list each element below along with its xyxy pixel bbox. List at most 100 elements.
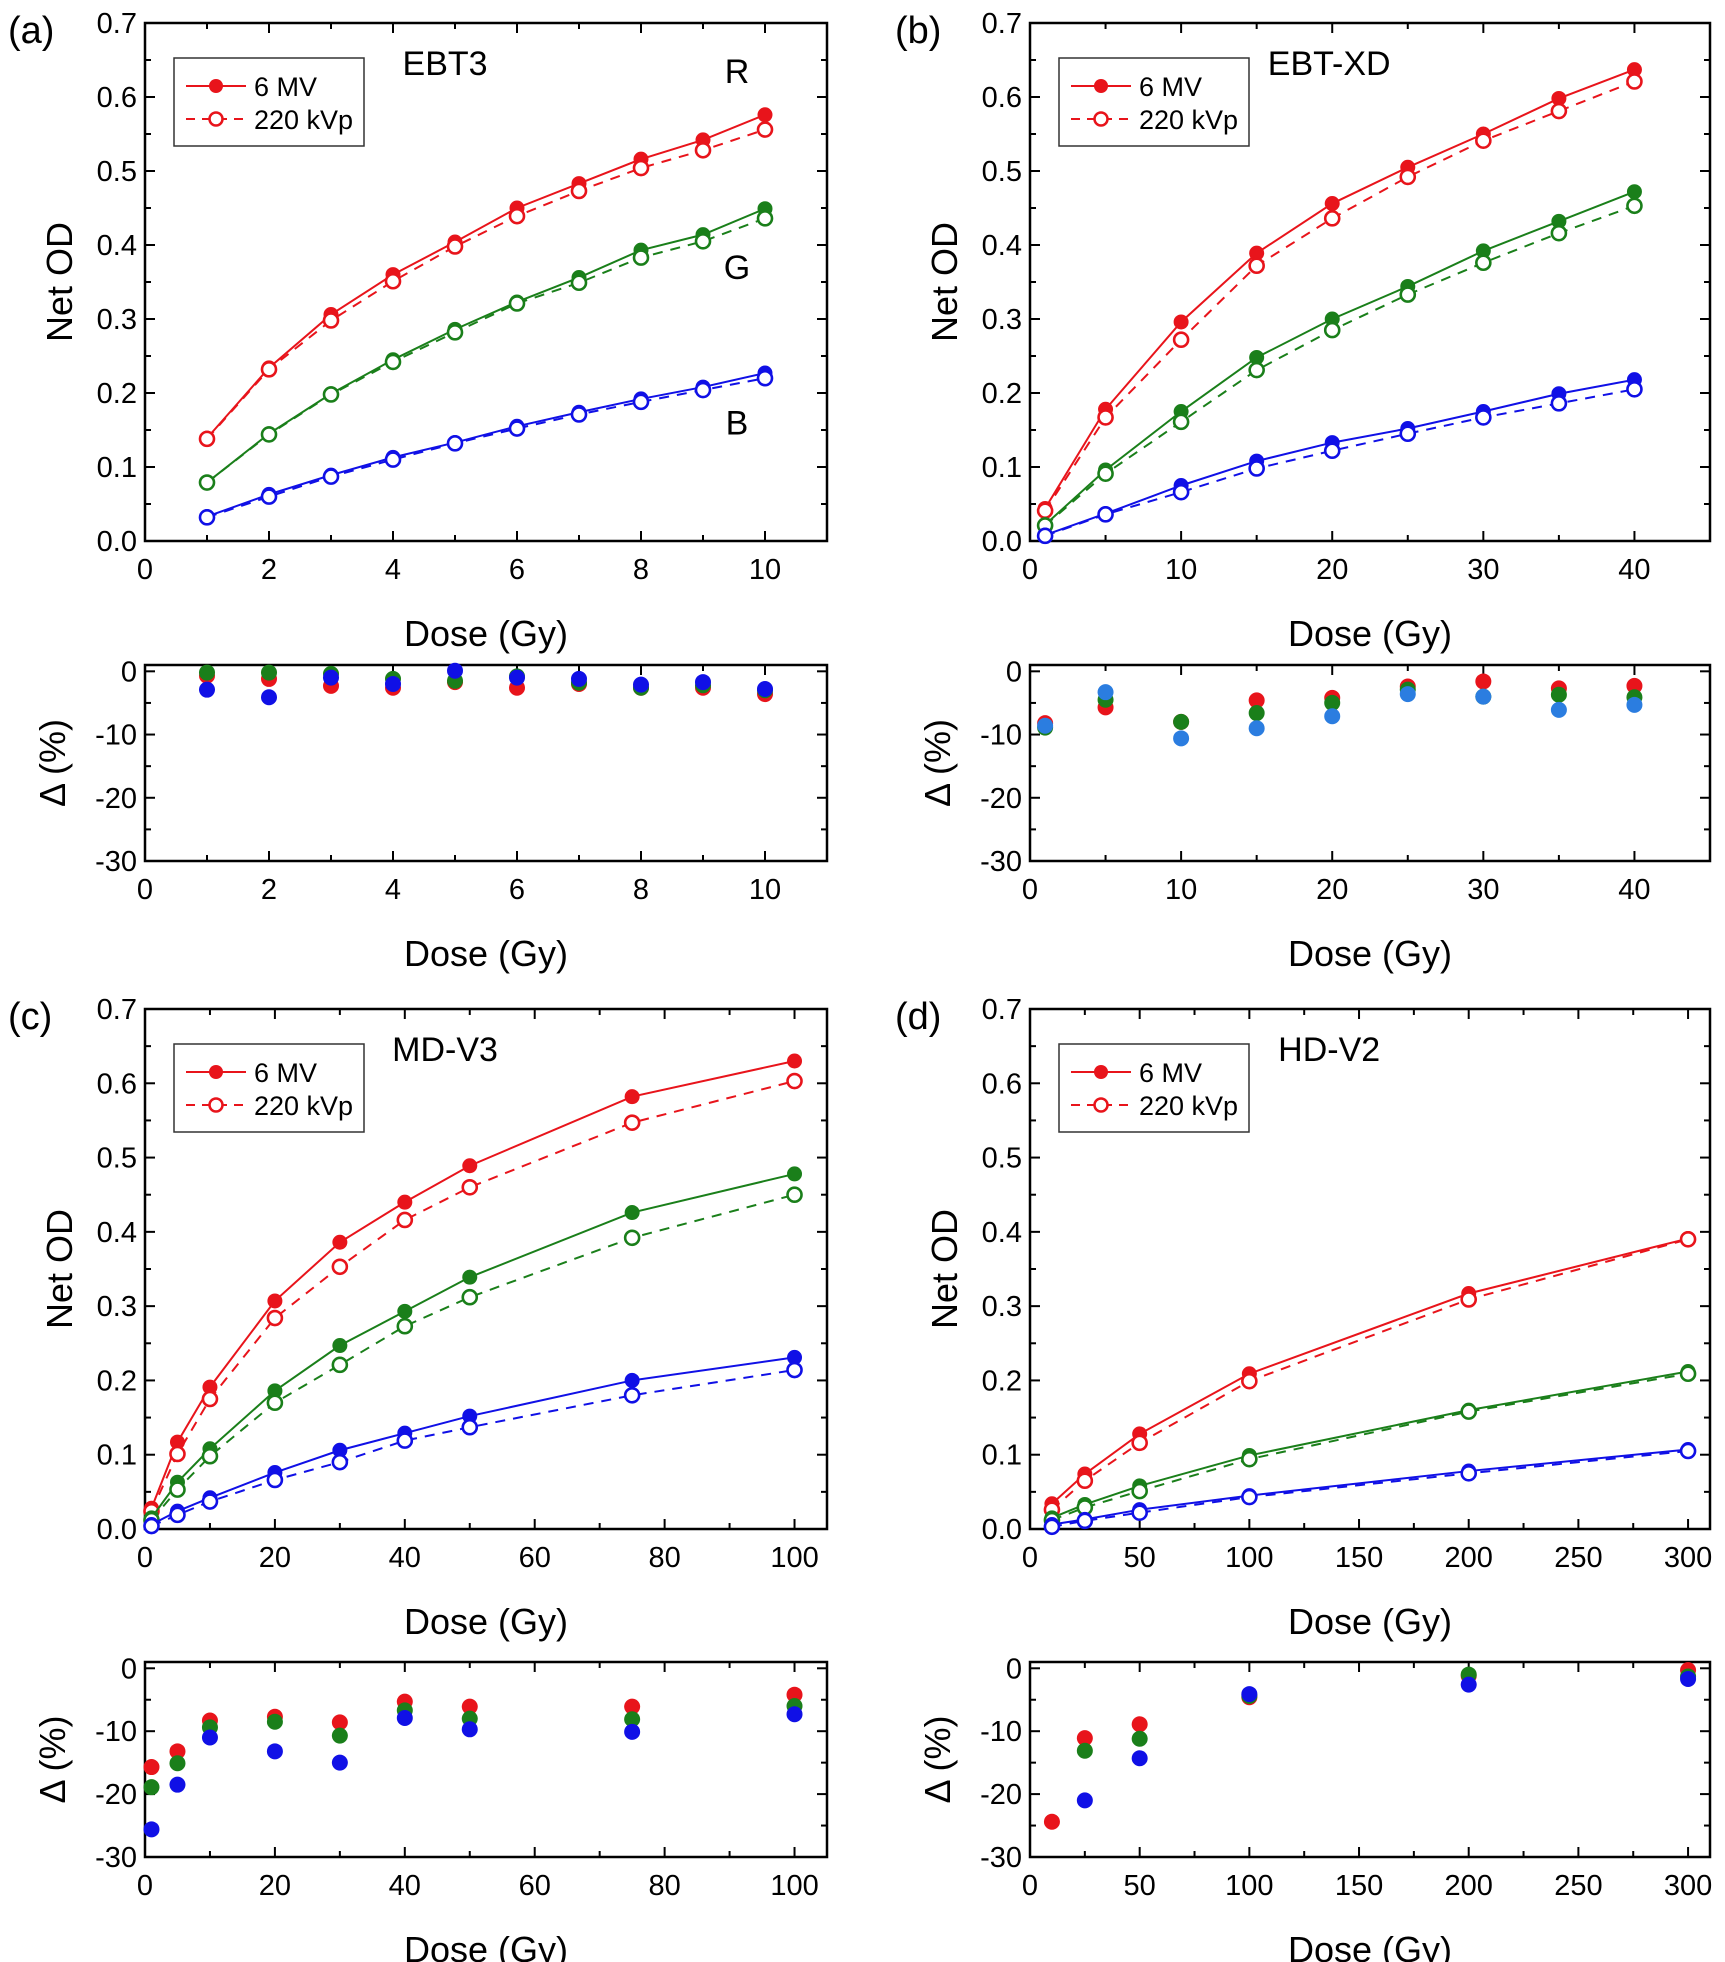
y-tick-label: 0.2 <box>97 1365 137 1397</box>
open-marker <box>266 1471 284 1489</box>
filled-marker <box>1626 184 1642 200</box>
channel-label-r: R <box>725 53 750 91</box>
open-marker <box>331 1356 349 1374</box>
delta-point <box>1399 686 1416 703</box>
x-tick-label: 20 <box>1316 554 1348 586</box>
open-marker <box>1550 102 1568 120</box>
filled-marker <box>202 1379 218 1395</box>
delta-series-g <box>199 664 773 699</box>
open-marker <box>169 1506 186 1524</box>
open-marker <box>396 1432 414 1449</box>
open-marker <box>384 353 402 371</box>
x-tick-label: 40 <box>389 1870 421 1902</box>
y-axis-title: Δ (%) <box>917 719 958 807</box>
y-tick-label: -20 <box>980 1779 1022 1811</box>
delta-point <box>624 1711 641 1728</box>
open-marker <box>1131 1504 1148 1521</box>
panel-b: (b) 0 10 20 30 40 0.0 0.1 0.2 0.3 0.4 0.5 0.6 0.7 Dose… <box>895 8 1712 974</box>
net-od-plot: 0 20 40 60 80 100 0.0 0.1 0.2 0.3 0.4 0.5 0.6 0.7 Dose… <box>39 994 829 1642</box>
open-marker <box>1043 1518 1061 1536</box>
x-tick-label: 250 <box>1554 1542 1602 1574</box>
filled-circle-marker-icon <box>209 79 223 93</box>
series-line <box>150 1193 795 1521</box>
y-axis-title: Net OD <box>39 222 80 342</box>
open-marker <box>1248 361 1265 379</box>
filled-marker <box>397 1303 413 1319</box>
filled-marker <box>397 1194 413 1210</box>
y-tick-label: 0.3 <box>97 1291 137 1323</box>
delta-point <box>624 1723 641 1740</box>
x-axis-title: Dose (Gy) <box>404 1601 568 1642</box>
open-circle-marker-icon <box>1093 111 1109 127</box>
delta-point <box>1248 720 1265 737</box>
open-marker <box>508 207 526 225</box>
y-tick-label: 0.4 <box>97 230 137 262</box>
delta-point <box>509 669 525 686</box>
open-marker <box>1460 1464 1478 1482</box>
open-marker <box>198 474 216 491</box>
open-marker <box>446 238 464 255</box>
y-tick-label: -30 <box>980 846 1022 878</box>
filled-marker <box>1551 90 1567 106</box>
y-tick-label: 0.1 <box>97 452 137 484</box>
filled-circle-marker-icon <box>1094 79 1108 93</box>
y-tick-label: 0.2 <box>97 378 137 410</box>
x-tick-label: 300 <box>1664 1542 1712 1574</box>
open-marker <box>446 435 464 452</box>
delta-series-r <box>199 667 773 703</box>
x-tick-label: 200 <box>1445 1870 1493 1902</box>
open-marker <box>1475 409 1492 426</box>
film-type-label: MD-V3 <box>392 1031 498 1069</box>
series-b-220kvp <box>143 1361 803 1535</box>
series-r-220kvp <box>1036 73 1643 519</box>
open-marker <box>461 1418 479 1436</box>
x-tick-label: 0 <box>137 554 153 586</box>
open-marker <box>1097 506 1114 523</box>
delta-series-g <box>1076 1666 1697 1759</box>
open-marker <box>384 451 402 468</box>
y-tick-label: 0.0 <box>982 1514 1022 1546</box>
film-type-label: HD-V2 <box>1278 1031 1380 1069</box>
series-line <box>206 372 766 518</box>
x-tick-label: 10 <box>749 554 781 586</box>
delta-series-b <box>1037 684 1643 747</box>
delta-point <box>143 1779 160 1796</box>
delta-point <box>201 1729 218 1746</box>
open-marker <box>1323 210 1341 227</box>
channel-label-g: G <box>724 249 750 287</box>
panel-tag: (d) <box>895 996 941 1038</box>
y-tick-label: 0.2 <box>982 378 1022 410</box>
y-tick-label: 0.7 <box>982 994 1022 1026</box>
open-marker <box>384 272 402 290</box>
open-marker <box>1076 1472 1094 1490</box>
open-marker <box>201 1493 219 1510</box>
y-tick-label: 0.1 <box>982 1440 1022 1472</box>
legend-label: 6 MV <box>1139 72 1202 102</box>
series-g-220kvp <box>1043 1365 1697 1529</box>
delta-point <box>199 664 215 681</box>
series-line <box>150 1172 795 1519</box>
series-b-220kvp <box>1043 1442 1697 1536</box>
delta-point <box>331 1727 348 1744</box>
x-axis-title: Dose (Gy) <box>1288 1929 1452 1962</box>
open-marker <box>1036 502 1054 519</box>
delta-plot: 0 20 40 60 80 100 0 -10 -20 -30 Dose (Gy) Δ (%) <box>32 1653 829 1962</box>
delta-point <box>1475 673 1492 690</box>
y-tick-label: 0.1 <box>982 452 1022 484</box>
open-marker <box>508 420 526 437</box>
x-tick-label: 60 <box>519 1542 551 1574</box>
x-tick-label: 100 <box>1225 1542 1273 1574</box>
open-marker <box>1460 1291 1478 1308</box>
open-marker <box>1172 413 1190 431</box>
delta-point <box>1626 677 1643 694</box>
delta-series-g <box>143 1698 803 1796</box>
series-line <box>1051 1372 1689 1522</box>
y-tick-label: -20 <box>980 783 1022 815</box>
x-tick-label: 10 <box>1165 874 1197 906</box>
open-marker <box>694 141 712 159</box>
filled-marker <box>332 1442 348 1458</box>
delta-point <box>1460 1676 1477 1693</box>
delta-point <box>266 1713 283 1730</box>
